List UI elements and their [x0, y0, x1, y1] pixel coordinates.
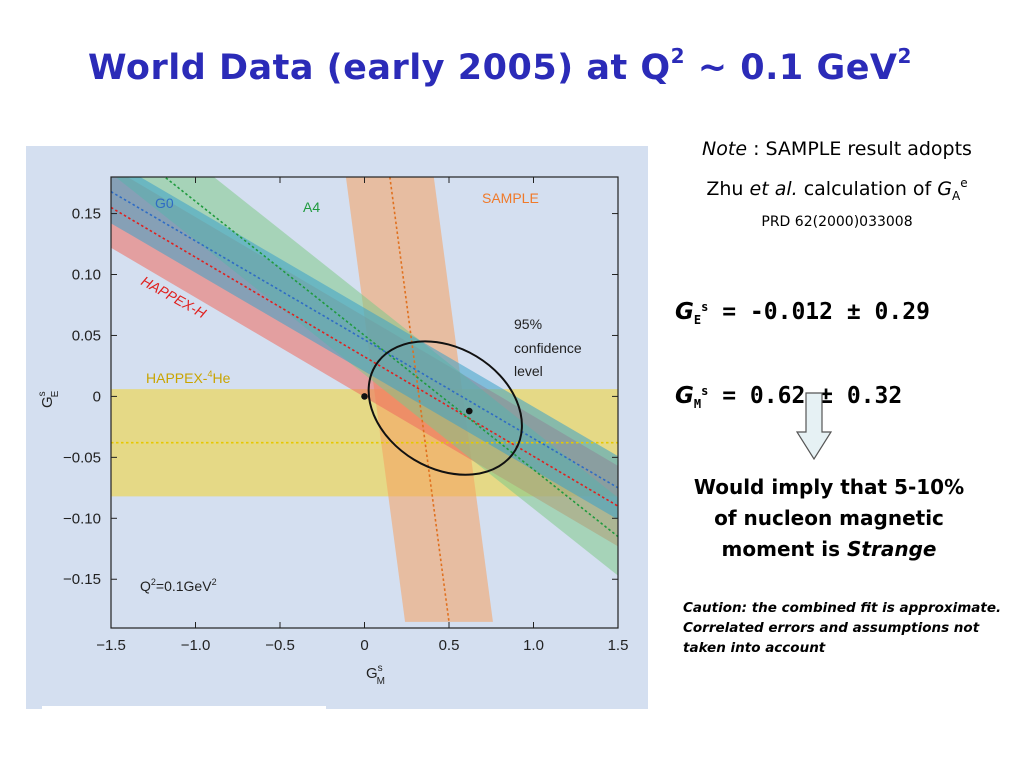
x-tick-label: −1.0 [181, 637, 211, 654]
y-tick-label: 0 [93, 388, 101, 405]
a4-label: A4 [303, 199, 320, 215]
data-point-1 [361, 393, 368, 400]
title-main: World Data (early 2005) at Q [88, 48, 671, 88]
x-tick-label: 0 [360, 637, 368, 654]
note-line-2: Zhu et al. calculation of GAe [672, 176, 1002, 203]
y-tick-label: −0.10 [63, 510, 101, 527]
note-label: Note [702, 138, 748, 160]
y-tick-label: −0.15 [63, 571, 101, 588]
implication-line-3: moment is Strange [664, 534, 994, 565]
note-ga-subscript: A [952, 189, 961, 203]
data-point-2 [465, 407, 473, 415]
y-axis-label: Gs E [37, 390, 61, 408]
g0-band [111, 177, 618, 520]
note-ga-superscript: e [960, 176, 968, 190]
gm-superscript: s [701, 384, 709, 398]
y-tick-label: −0.05 [63, 449, 101, 466]
implication-line-3-text: moment is [721, 537, 847, 561]
implication-line-1: Would imply that 5-10% [693, 475, 965, 499]
x-tick-label: −0.5 [265, 637, 295, 654]
ge-subscript: E [693, 313, 702, 327]
y-tick-label: 0.10 [72, 267, 101, 284]
caution-text: Caution: the combined fit is approximate… [683, 600, 1002, 656]
y-tick-label: 0.15 [72, 206, 101, 223]
note-author: Zhu [706, 178, 750, 200]
down-arrow-icon [796, 392, 832, 460]
note-ga-symbol: G [937, 178, 952, 200]
x-tick-label: 0.5 [439, 637, 460, 654]
happex-h-central-line [111, 206, 618, 507]
implication-text: Would imply that 5-10% of nucleon magnet… [664, 472, 994, 565]
q2-annotation: Q2=0.1GeV2 [140, 577, 217, 594]
note-text: : SAMPLE result adopts [747, 138, 972, 160]
panel-edge [42, 706, 326, 709]
ge-value: = -0.012 ± 0.29 [708, 299, 930, 325]
note-et-al: et al. [749, 178, 798, 200]
sample-label: SAMPLE [482, 190, 539, 206]
note-line-1: Note : SAMPLE result adopts [672, 138, 1002, 160]
title-middle: ~ 0.1 GeV [685, 48, 898, 88]
title-superscript-1: 2 [670, 44, 686, 68]
x-axis-label: Gs M [366, 663, 385, 687]
implication-line-2: of nucleon magnetic [714, 506, 944, 530]
ge-superscript: s [701, 300, 709, 314]
y-tick-label: 0.05 [72, 327, 101, 344]
strange-form-factor-plot: −1.5 −1.0 −0.5 0 0.5 1.0 1.5 0.15 0.10 0.05 0 −0.0… [26, 146, 648, 709]
note-reference: PRD 62(2000)033008 [761, 214, 913, 230]
x-tick-label: 1.5 [608, 637, 629, 654]
gm-subscript: M [693, 397, 702, 411]
x-tick-label: −1.5 [96, 637, 126, 654]
ge-result: GEs = -0.012 ± 0.29 [675, 292, 975, 335]
title-superscript-2: 2 [897, 44, 912, 68]
gm-symbol: G [675, 383, 694, 409]
slide-title: World Data (early 2005) at Q2 ~ 0.1 GeV2 [0, 44, 1000, 88]
implication-strange: Strange [847, 537, 937, 561]
happex-he-label: HAPPEX-4He [146, 369, 231, 386]
confidence-ellipse [367, 340, 523, 476]
note-calculation-text: calculation of [797, 178, 938, 200]
g0-label: G0 [155, 195, 174, 211]
confidence-level-label: 95% confidence level [514, 316, 582, 379]
x-tick-label: 1.0 [523, 637, 544, 654]
ge-symbol: G [675, 299, 694, 325]
